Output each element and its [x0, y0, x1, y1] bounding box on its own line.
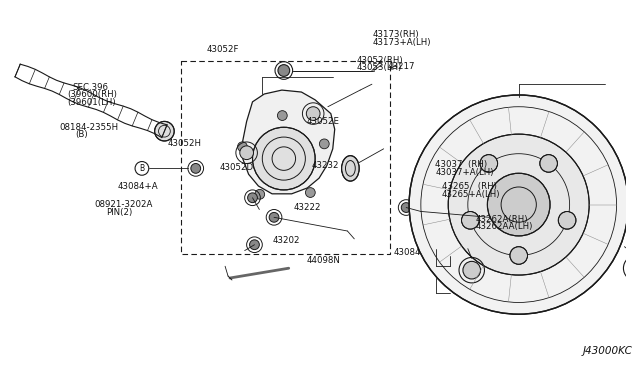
Circle shape	[240, 146, 253, 160]
Text: 43052(RH): 43052(RH)	[357, 56, 404, 65]
Circle shape	[488, 173, 550, 236]
Text: 43053(LH): 43053(LH)	[357, 63, 403, 72]
Polygon shape	[415, 161, 488, 247]
Circle shape	[250, 240, 259, 250]
Text: 43262A(RH): 43262A(RH)	[476, 215, 529, 224]
Circle shape	[468, 193, 477, 203]
Text: 08184-2355H: 08184-2355H	[60, 122, 118, 132]
Circle shape	[319, 139, 329, 149]
Circle shape	[435, 217, 444, 227]
Text: 43265   (RH): 43265 (RH)	[442, 182, 497, 191]
Text: 43217: 43217	[387, 62, 415, 71]
Text: (39601(LH): (39601(LH)	[68, 98, 116, 107]
Circle shape	[540, 155, 557, 172]
Text: 43173(RH): 43173(RH)	[372, 31, 419, 39]
Text: 43202: 43202	[273, 236, 300, 245]
Circle shape	[237, 142, 247, 152]
Text: J43000KC: J43000KC	[582, 346, 632, 356]
Circle shape	[627, 259, 640, 277]
Circle shape	[155, 121, 174, 141]
Circle shape	[401, 203, 411, 212]
Text: (39600(RH): (39600(RH)	[68, 90, 118, 99]
Text: 43052F: 43052F	[207, 45, 239, 54]
Text: PIN(2): PIN(2)	[106, 208, 132, 217]
Circle shape	[307, 107, 320, 121]
Circle shape	[448, 134, 589, 275]
Circle shape	[463, 262, 481, 279]
Text: 43232: 43232	[312, 161, 339, 170]
Circle shape	[253, 127, 315, 190]
Text: 44098N: 44098N	[307, 256, 340, 265]
Text: 43037+A(LH): 43037+A(LH)	[435, 168, 494, 177]
Text: 43052D: 43052D	[220, 163, 253, 172]
Text: (B): (B)	[75, 130, 88, 139]
Circle shape	[480, 155, 498, 172]
Circle shape	[255, 189, 264, 199]
Circle shape	[191, 163, 200, 173]
Circle shape	[461, 212, 479, 229]
Ellipse shape	[342, 155, 359, 181]
Circle shape	[510, 247, 527, 264]
Text: 43262AA(LH): 43262AA(LH)	[476, 222, 533, 231]
Circle shape	[427, 193, 436, 203]
Circle shape	[558, 212, 576, 229]
Text: 43222: 43222	[293, 203, 321, 212]
Text: 43084: 43084	[394, 248, 421, 257]
Circle shape	[248, 193, 257, 203]
Circle shape	[269, 212, 279, 222]
Circle shape	[277, 110, 287, 121]
Text: 43265+A(LH): 43265+A(LH)	[442, 189, 500, 199]
Text: 43037  (RH): 43037 (RH)	[435, 160, 488, 169]
Polygon shape	[243, 90, 335, 194]
Text: 43052H: 43052H	[168, 138, 202, 148]
Circle shape	[460, 217, 470, 227]
Ellipse shape	[631, 181, 640, 218]
Circle shape	[278, 65, 290, 76]
Text: SEC.396: SEC.396	[72, 83, 108, 92]
Text: 43052E: 43052E	[307, 117, 340, 126]
Circle shape	[305, 187, 316, 198]
Circle shape	[447, 178, 457, 188]
Circle shape	[409, 95, 628, 314]
Text: 43084+A: 43084+A	[118, 182, 158, 191]
Text: B: B	[140, 164, 145, 173]
Text: 43173+A(LH): 43173+A(LH)	[372, 38, 431, 47]
Text: 08921-3202A: 08921-3202A	[94, 201, 152, 209]
